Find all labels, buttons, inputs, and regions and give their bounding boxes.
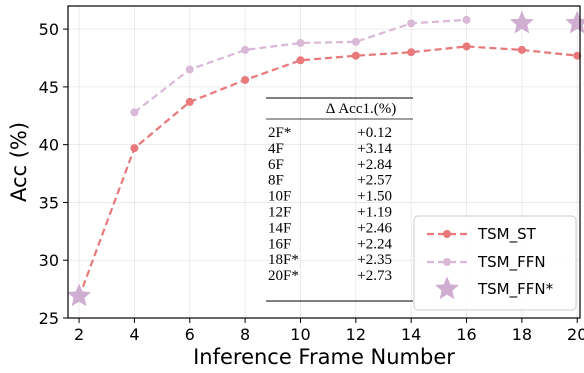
x-tick-label: 18 [512, 325, 532, 344]
table-frames-cell: 10F [268, 189, 291, 205]
legend-label: TSM_FFN* [477, 280, 554, 299]
data-point [241, 75, 250, 84]
y-tick-label: 35 [39, 193, 59, 212]
table-delta-cell: +2.73 [357, 268, 392, 284]
x-tick-label: 20 [567, 325, 584, 344]
legend-point-marker [443, 230, 451, 238]
legend-label: TSM_FFN [477, 253, 546, 272]
data-point [462, 42, 471, 51]
y-tick-label: 30 [39, 251, 59, 270]
data-point-star [509, 10, 534, 34]
table-delta-cell: +3.14 [357, 141, 392, 157]
x-tick-label: 12 [346, 325, 366, 344]
x-tick-label: 8 [240, 325, 250, 344]
delta-table: Δ Acc1.(%) 2F* +0.12 4F +3.14 6F +2.84 8F +2.57 1… [266, 97, 413, 302]
legend-item: TSM_ST [427, 225, 537, 244]
data-point [185, 65, 194, 74]
table-frames-cell: 6F [268, 157, 284, 173]
y-tick-label: 40 [39, 136, 59, 155]
data-point [517, 45, 526, 54]
data-point [296, 56, 305, 65]
table-delta-cell: +2.84 [357, 157, 392, 173]
table-frames-cell: 4F [268, 141, 284, 157]
table-frames-cell: 20F* [268, 268, 299, 284]
table-delta-cell: +2.35 [357, 252, 392, 268]
data-point [296, 38, 305, 47]
table-frames-cell: 16F [268, 236, 291, 252]
data-point [241, 45, 250, 54]
table-delta-cell: +2.57 [357, 173, 392, 189]
legend-item: TSM_FFN* [434, 276, 554, 300]
series-line [78, 45, 578, 298]
y-tick-label: 45 [39, 78, 59, 97]
table-delta-cell: +1.19 [357, 205, 392, 221]
data-point-star [565, 10, 584, 34]
x-tick-label: 10 [290, 325, 310, 344]
table-frames-cell: 14F [268, 220, 291, 236]
y-axis-label: Acc (%) [7, 122, 31, 202]
x-axis-label: Inference Frame Number [193, 345, 455, 369]
data-point [573, 51, 582, 60]
data-point [407, 19, 416, 28]
x-tick-label: 2 [74, 325, 84, 344]
x-tick-label: 14 [401, 325, 421, 344]
ticks: 2 4 6 8 10 12 14 16 18 20 25 30 35 40 45 50 [39, 20, 584, 344]
data-point [185, 97, 194, 106]
y-tick-label: 25 [39, 309, 59, 328]
x-tick-label: 4 [129, 325, 139, 344]
y-tick-label: 50 [39, 20, 59, 39]
data-point [351, 37, 360, 46]
x-tick-label: 6 [185, 325, 195, 344]
table-frames-cell: 18F* [268, 252, 299, 268]
data-point [130, 108, 139, 117]
table-frames-cell: 2F* [268, 125, 291, 141]
table-delta-cell: +0.12 [357, 125, 392, 141]
data-point [351, 51, 360, 60]
plot-frame [67, 5, 581, 319]
legend-label: TSM_ST [477, 225, 537, 244]
table-delta-cell: +1.50 [357, 189, 392, 205]
x-tick-label: 16 [456, 325, 476, 344]
legend-star-marker [434, 276, 460, 300]
data-point [462, 15, 471, 24]
table-delta-cell: +2.46 [357, 220, 392, 236]
legend: TSM_ST TSM_FFN TSM_FFN* [413, 215, 577, 311]
table-header: Δ Acc1.(%) [326, 101, 396, 117]
table-frames-cell: 12F [268, 205, 291, 221]
legend-point-marker [443, 258, 451, 266]
table-frames-cell: 8F [268, 173, 284, 189]
data-point [407, 48, 416, 57]
series-tsm-ffn [130, 15, 471, 117]
data-point-star [67, 283, 92, 307]
legend-item: TSM_FFN [427, 253, 546, 272]
table-delta-cell: +2.24 [357, 236, 392, 252]
data-point [130, 144, 139, 153]
